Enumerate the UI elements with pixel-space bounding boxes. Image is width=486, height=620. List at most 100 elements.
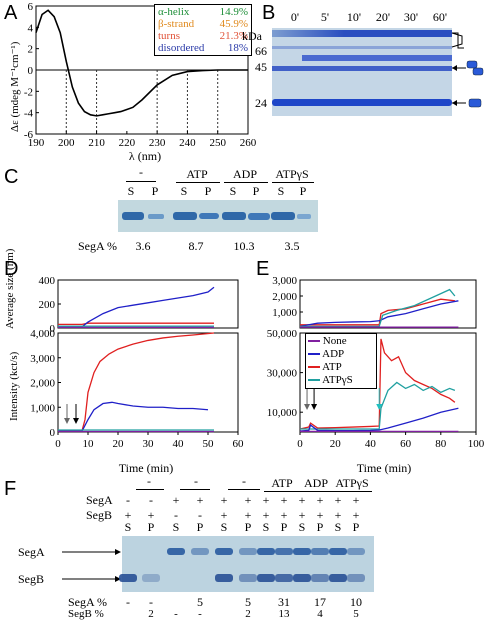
- dls-e-size-y-tick-label: 1,000: [272, 307, 297, 319]
- dls-e-addition-arrowhead: [376, 404, 383, 410]
- cd-y-tick-label: -2: [24, 86, 33, 98]
- sega-percent-none: 3.6: [135, 239, 151, 253]
- f-a-6: 17: [314, 595, 326, 609]
- f-segb-sign-7: +: [262, 508, 270, 522]
- f-sega-sign-6: +: [244, 493, 252, 507]
- panel-label-d: D: [4, 258, 19, 280]
- dls-e-x-tick-label: 0: [297, 438, 303, 450]
- f-segb-sign-9: +: [298, 508, 306, 522]
- f-lane-label-6: P: [244, 520, 252, 534]
- f-lane-label-7: S: [262, 520, 270, 534]
- f-sega-sign-11: +: [334, 493, 342, 507]
- dls-e-x-tick-label: 40: [365, 438, 377, 450]
- dls-x-tick-label: 30: [143, 438, 155, 450]
- cd-x-tick-label: 200: [58, 137, 75, 149]
- sega-percent-label: SegA %: [78, 239, 117, 253]
- f-sega-percent-label: SegA %: [68, 595, 107, 609]
- panel-label-f: F: [4, 478, 17, 500]
- dls-size-y-tick-label: 200: [39, 299, 56, 311]
- f-segb-sign-5: +: [220, 508, 228, 522]
- dls-intensity-y-tick-label: 3,000: [30, 353, 55, 365]
- lane-c-4: P: [204, 184, 212, 198]
- f-lane-label-5: S: [220, 520, 228, 534]
- f-sega-row-label: SegA: [86, 493, 113, 507]
- f-sega-band: [215, 548, 233, 555]
- f-sega-band: [347, 548, 365, 555]
- f-a-3: 5: [197, 595, 203, 609]
- time-label-60: 60': [432, 10, 448, 24]
- group-label-none: -: [139, 165, 143, 179]
- f-sega-band: [239, 548, 257, 555]
- dls-e-size-series-atps: [300, 288, 456, 328]
- panel-label-e: E: [256, 258, 270, 280]
- f-sega-sign-4: +: [196, 493, 204, 507]
- panel-c-sedimentation-gel: - ATP ADP ATPγS S P S P S P S P SegA % 3…: [0, 165, 486, 255]
- f-sega-sign-12: +: [352, 493, 360, 507]
- dls-e-x-tick-label: 60: [400, 438, 412, 450]
- lane-c-6: P: [252, 184, 260, 198]
- f-segb-sign-4: -: [198, 508, 202, 522]
- legend-row-disordered: disordered: [158, 42, 204, 54]
- f-sega-sign-7: +: [262, 493, 270, 507]
- dls-e-size-series-adp: [299, 300, 459, 328]
- dls-intensity-y-tick-label: 2,000: [30, 378, 55, 390]
- marker-45: 45: [255, 60, 267, 74]
- f-group-atpgs: ATPγS: [335, 476, 369, 490]
- f-segb-band: [329, 574, 347, 582]
- f-sega-sign-2: -: [149, 493, 153, 507]
- panel-b-timecourse-gel: 0' 5' 10' 20' 30' 60' kDa 66 45 24: [240, 0, 486, 130]
- legend-row-strand: β-strand: [158, 18, 194, 30]
- f-sega-band: [257, 548, 275, 555]
- sedimentation-gel-image: [118, 200, 318, 232]
- legend-disordered-value: 18%: [227, 42, 248, 54]
- f-sega-band: [293, 548, 311, 555]
- f-lane-label-2: P: [147, 520, 155, 534]
- dls-x-tick-label: 20: [113, 438, 125, 450]
- f-segb-band: [239, 574, 257, 582]
- sega-percent-atpgs: 3.5: [284, 239, 300, 253]
- dls-e-intensity-series-atps: [300, 381, 456, 430]
- dls-x-tick-label: 50: [203, 438, 215, 450]
- lane-c-8: P: [299, 184, 307, 198]
- dls-intensity-y-tick-label: 4,000: [30, 328, 55, 340]
- f-segb-sign-1: +: [124, 508, 132, 522]
- timecourse-gel-image: [272, 28, 452, 116]
- dls-e-x-axis-label: Time (min): [356, 461, 412, 475]
- panel-d-dls: 0 200 400 0 1,000 2,000 3,000 4,000 0 10 20 30 40 50 6…: [0, 249, 250, 475]
- f-lane-label-9: S: [298, 520, 306, 534]
- f-segb-band: [275, 574, 293, 582]
- f-lane-label-11: S: [334, 520, 342, 534]
- dls-size-series-adp: [58, 286, 215, 328]
- dls-e-intensity-y-tick-label: 10,000: [267, 407, 298, 419]
- time-label-10: 10': [346, 10, 362, 24]
- f-sega-band: [275, 548, 293, 555]
- f-segb-band: [142, 574, 160, 582]
- legend-e-atpgs: ATPγS: [308, 374, 353, 386]
- panel-label-b: B: [262, 2, 276, 24]
- dls-addition-arrowhead: [64, 418, 70, 424]
- f-sega-band: [329, 548, 347, 555]
- f-gel-arrows: [62, 549, 121, 582]
- legend-e-atp: ATP: [308, 361, 342, 373]
- dls-intensity-y-tick-label: 1,000: [30, 402, 55, 414]
- lane-c-2: P: [151, 184, 159, 198]
- kda-label: kDa: [242, 29, 262, 43]
- f-gel-segb-label: SegB: [18, 572, 45, 586]
- dls-e-intensity-y-tick-label: 50,000: [267, 328, 298, 340]
- dls-e-legend: None ADP ATP ATPγS: [305, 333, 377, 389]
- dls-e-intensity-series-adp: [299, 407, 459, 432]
- f-lane-label-1: S: [124, 520, 132, 534]
- dls-intensity-series-atp: [58, 332, 215, 432]
- f-b-4: 2: [245, 608, 251, 620]
- f-segb-sign-10: +: [316, 508, 324, 522]
- f-group-2: -: [194, 474, 198, 488]
- cd-spectrum-line: [35, 9, 248, 117]
- cd-y-tick-label: 6: [28, 1, 34, 13]
- f-group-adp: ADP: [303, 476, 329, 490]
- f-segb-band: [215, 574, 233, 582]
- f-sega-sign-1: -: [126, 493, 130, 507]
- marker-66: 66: [255, 44, 267, 58]
- cd-x-tick-label: 240: [179, 137, 196, 149]
- dls-e-x-tick-label: 80: [435, 438, 447, 450]
- cd-x-tick-label: 190: [28, 137, 45, 149]
